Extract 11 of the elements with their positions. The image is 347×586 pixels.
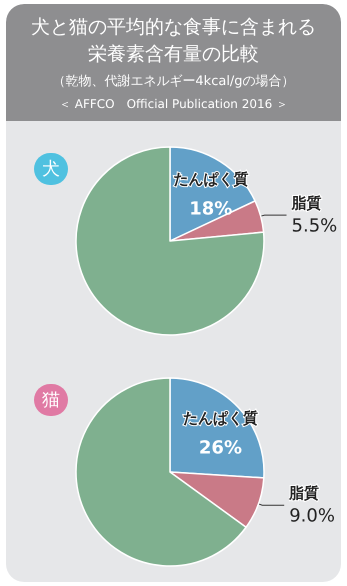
text: 猫 <box>42 390 60 410</box>
text: （乾物、代謝エネルギー4kcal/gの場合） <box>51 73 296 90</box>
data-label: 18% <box>189 198 232 220</box>
data-label: 5.5% <box>292 216 338 237</box>
data-label: 9.0% <box>289 506 335 527</box>
text: 犬と猫の平均的な食事に含まれる栄養素含有量の比較 <box>30 15 317 67</box>
slice-label: 脂質 <box>288 484 320 502</box>
text: ＜ AFFCO Official Publication 2016 ＞ <box>58 96 290 113</box>
slice-label: 脂質 <box>290 194 322 212</box>
text: 犬 <box>42 158 60 180</box>
data-label: 26% <box>198 437 242 458</box>
